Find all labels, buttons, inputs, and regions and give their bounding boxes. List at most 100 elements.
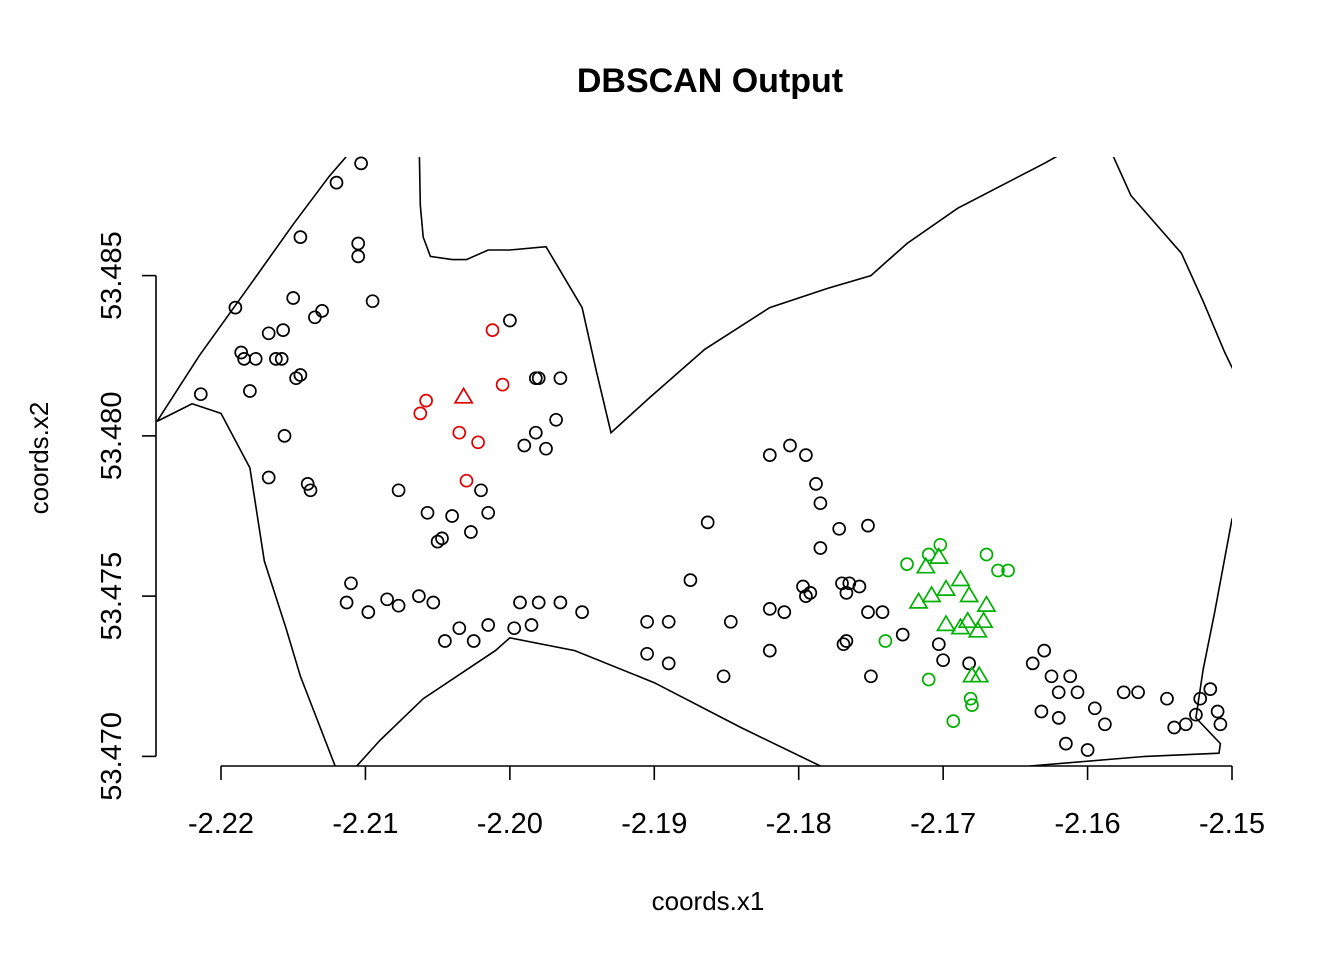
point-marker: [539, 441, 553, 456]
boundary-layer: [156, 157, 1232, 766]
point-marker: [308, 310, 322, 325]
point-marker: [852, 579, 867, 594]
series-circle-3: [878, 537, 1015, 728]
point-marker: [1001, 563, 1015, 578]
point-marker: [549, 412, 563, 427]
point-marker: [1063, 669, 1078, 684]
point-marker: [832, 521, 847, 536]
point-marker: [339, 595, 354, 610]
point-marker: [351, 236, 366, 251]
point-marker: [293, 368, 308, 382]
point-marker: [962, 656, 976, 671]
point-marker: [234, 345, 249, 360]
point-marker: [531, 595, 546, 610]
point-marker: [365, 294, 380, 309]
point-marker: [783, 438, 797, 453]
point-marker: [908, 591, 929, 609]
point-marker: [391, 483, 406, 498]
point-marker: [861, 518, 875, 533]
point-marker: [1037, 643, 1052, 658]
point-marker: [344, 576, 358, 591]
point-marker: [466, 634, 481, 648]
point-marker: [963, 691, 978, 706]
y-tick-label: 53.480: [96, 392, 128, 481]
point-marker: [464, 525, 478, 539]
point-marker: [531, 371, 546, 386]
point-marker: [1131, 685, 1145, 700]
point-marker: [928, 547, 949, 564]
series-triangle-4: [908, 547, 997, 683]
y-tick-label: 53.475: [96, 552, 128, 641]
point-marker: [1167, 720, 1182, 735]
point-marker: [419, 393, 433, 408]
point-marker: [1051, 711, 1066, 725]
point-marker: [716, 669, 731, 684]
point-marker: [1210, 704, 1225, 719]
point-marker: [921, 672, 936, 687]
point-marker: [524, 618, 539, 632]
y-tick-label: 53.485: [96, 231, 128, 320]
point-marker: [445, 509, 459, 523]
point-marker: [936, 614, 957, 632]
point-marker: [967, 620, 988, 638]
point-marker: [875, 605, 890, 619]
point-marker: [1203, 682, 1218, 696]
point-marker: [354, 156, 368, 171]
point-marker: [459, 473, 474, 488]
point-marker: [1116, 685, 1131, 700]
x-tick-label: -2.22: [188, 808, 254, 840]
point-marker: [426, 595, 441, 610]
point-marker: [303, 483, 318, 498]
points-layer: [193, 156, 1228, 757]
point-marker: [839, 586, 854, 600]
x-tick-label: -2.15: [1199, 808, 1265, 840]
point-marker: [936, 653, 950, 668]
point-marker: [286, 291, 301, 305]
point-marker: [412, 589, 426, 603]
point-marker: [1070, 685, 1085, 700]
point-marker: [474, 483, 488, 498]
point-marker: [420, 505, 435, 520]
x-tick-label: -2.20: [477, 808, 543, 840]
point-marker: [503, 313, 517, 328]
point-marker: [878, 634, 893, 648]
point-marker: [485, 323, 500, 337]
point-marker: [976, 595, 997, 612]
point-marker: [528, 425, 543, 440]
y-tick-label: 53.470: [96, 712, 128, 801]
chart-title: DBSCAN Output: [577, 62, 843, 100]
point-marker: [836, 637, 851, 652]
point-marker: [777, 605, 792, 619]
point-marker: [1193, 691, 1208, 706]
point-marker: [243, 384, 257, 398]
point-marker: [248, 352, 263, 366]
point-marker: [683, 573, 698, 587]
point-marker: [361, 605, 376, 619]
point-marker: [452, 425, 467, 440]
x-axis-label: coords.x1: [652, 886, 765, 916]
point-marker: [915, 556, 936, 574]
x-tick-label: -2.19: [621, 808, 687, 840]
point-marker: [799, 448, 813, 462]
point-marker: [274, 352, 289, 366]
x-tick-label: -2.16: [1055, 808, 1121, 840]
point-marker: [965, 698, 979, 712]
y-axis: 53.470 53.475 53.480 53.485: [96, 231, 157, 801]
point-marker: [289, 371, 303, 386]
series-circle-1: [413, 323, 510, 488]
point-marker: [435, 531, 449, 546]
point-marker: [864, 669, 878, 684]
point-marker: [1189, 707, 1203, 722]
point-marker: [553, 595, 568, 610]
point-marker: [495, 377, 510, 392]
point-marker: [261, 470, 276, 485]
point-marker: [228, 300, 243, 315]
y-axis-label: coords.x2: [24, 402, 54, 515]
point-marker: [861, 605, 875, 619]
series-circle-0: [193, 156, 1228, 757]
point-marker: [351, 249, 366, 264]
point-marker: [723, 614, 738, 629]
point-marker: [962, 665, 983, 683]
point-marker: [900, 557, 914, 571]
point-marker: [315, 304, 329, 318]
